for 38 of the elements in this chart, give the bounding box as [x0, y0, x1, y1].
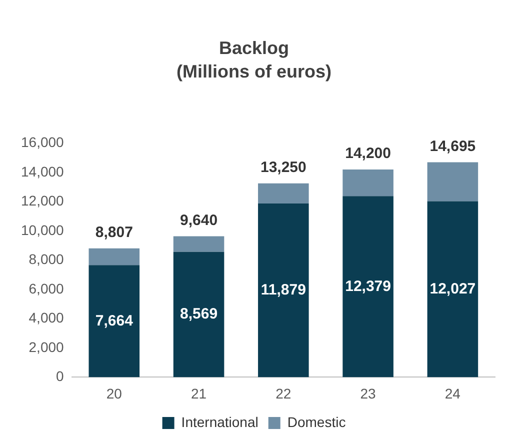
total-label: 8,807	[95, 224, 133, 242]
data-label: 12,027	[430, 280, 476, 298]
x-tick-label: 22	[276, 385, 292, 402]
legend-label: International	[181, 414, 258, 430]
chart-title: Backlog	[218, 38, 290, 58]
y-tick-label: 8,000	[28, 251, 64, 268]
y-tick-label: 0	[56, 368, 64, 384]
bar	[173, 236, 224, 252]
bar	[173, 252, 224, 378]
chart-subtitle: (Millions of euros)	[176, 61, 332, 82]
x-tick-label: 23	[360, 385, 376, 402]
y-tick-label: 4,000	[28, 310, 64, 326]
data-label: 8,569	[180, 306, 218, 323]
total-label: 13,250	[260, 159, 306, 176]
x-tick-label: 21	[190, 385, 207, 402]
bar	[258, 203, 309, 378]
bar	[258, 183, 309, 204]
x-tick-label: 24	[444, 385, 461, 402]
y-tick-label: 12,000	[20, 192, 64, 209]
total-label: 14,200	[345, 145, 391, 162]
data-label: 7,664	[95, 312, 134, 330]
x-tick-label: 20	[106, 385, 122, 402]
bar	[342, 196, 394, 378]
bar	[427, 201, 478, 378]
bar	[88, 265, 140, 378]
data-label: 12,379	[345, 278, 391, 295]
y-tick-label: 16,000	[20, 134, 64, 150]
data-label: 11,879	[260, 281, 306, 298]
legend-label: Domestic	[287, 414, 346, 430]
y-tick-label: 6,000	[28, 280, 64, 296]
total-label: 14,695	[430, 138, 476, 155]
y-tick-label: 14,000	[20, 163, 64, 180]
bar	[88, 248, 140, 266]
y-tick-label: 10,000	[20, 222, 64, 238]
total-label: 9,640	[180, 212, 218, 229]
y-tick-label: 2,000	[28, 338, 64, 355]
bar	[342, 170, 394, 196]
bar	[427, 162, 478, 202]
